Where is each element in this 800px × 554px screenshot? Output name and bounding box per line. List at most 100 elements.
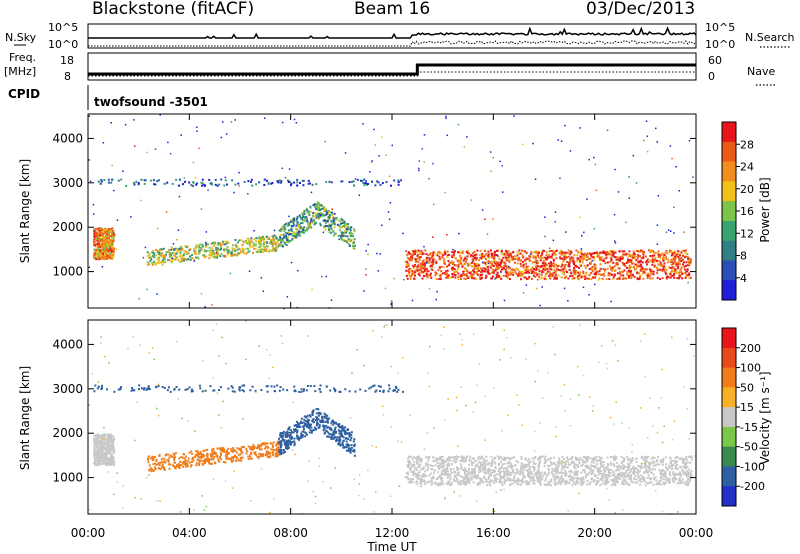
data-cell — [271, 182, 274, 184]
data-cell — [222, 254, 225, 257]
noise-cell — [692, 176, 694, 178]
data-cell — [255, 250, 258, 253]
data-cell — [245, 452, 248, 455]
data-cell — [632, 256, 635, 259]
data-cell — [100, 246, 103, 249]
data-cell — [653, 265, 656, 268]
data-cell — [100, 227, 103, 230]
nsky-label: N.Sky — [5, 31, 37, 44]
data-cell — [288, 241, 291, 244]
data-cell — [503, 264, 506, 267]
data-cell — [677, 266, 680, 269]
data-cell — [334, 217, 337, 220]
data-cell — [524, 250, 526, 253]
data-cell — [163, 254, 166, 257]
data-cell — [487, 250, 490, 253]
data-cell — [305, 423, 308, 426]
data-cell — [452, 266, 454, 269]
data-cell — [250, 237, 253, 240]
data-cell — [363, 182, 366, 185]
data-cell — [190, 450, 193, 453]
data-cell — [471, 467, 474, 470]
data-cell — [233, 248, 236, 251]
data-cell — [517, 252, 520, 255]
data-cell — [309, 226, 312, 229]
data-cell — [287, 179, 289, 182]
data-cell — [498, 475, 501, 478]
data-cell — [523, 276, 526, 279]
data-cell — [110, 252, 112, 255]
data-cell — [241, 456, 244, 459]
data-cell — [181, 248, 184, 250]
data-cell — [203, 449, 206, 452]
y-tick-label: 2000 — [52, 220, 83, 234]
data-cell — [292, 220, 295, 223]
data-cell — [246, 237, 249, 240]
noise-cell — [116, 219, 119, 221]
data-cell — [304, 217, 307, 220]
data-cell — [562, 471, 564, 474]
data-cell — [552, 250, 555, 253]
data-cell — [144, 179, 147, 182]
data-cell — [199, 243, 202, 246]
data-cell — [457, 275, 460, 278]
data-cell — [635, 460, 638, 463]
data-cell — [194, 256, 197, 259]
data-cell — [94, 458, 97, 461]
noise-cell — [617, 191, 620, 193]
data-cell — [95, 457, 98, 460]
data-cell — [621, 250, 624, 253]
data-cell — [101, 234, 104, 237]
data-cell — [241, 446, 244, 448]
data-cell — [193, 249, 196, 252]
data-cell — [603, 251, 606, 254]
noise-cell — [200, 293, 203, 295]
data-cell — [265, 235, 268, 238]
nsky-tick-top: 10^5 — [48, 21, 78, 34]
data-cell — [565, 269, 567, 272]
data-cell — [110, 454, 113, 457]
data-cell — [547, 464, 549, 467]
data-cell — [338, 436, 341, 439]
data-cell — [467, 249, 470, 252]
data-cell — [503, 268, 506, 271]
data-cell — [171, 252, 174, 255]
data-cell — [428, 261, 431, 264]
data-cell — [680, 260, 683, 262]
data-cell — [310, 430, 313, 432]
data-cell — [415, 260, 418, 262]
data-cell — [176, 463, 179, 466]
data-cell — [628, 250, 631, 253]
data-cell — [256, 447, 258, 450]
data-cell — [97, 447, 100, 449]
noise-cell — [554, 221, 556, 223]
data-cell — [533, 251, 536, 254]
data-cell — [594, 275, 597, 278]
data-cell — [343, 238, 346, 241]
data-cell — [538, 256, 541, 259]
data-cell — [661, 252, 664, 255]
noise-cell — [446, 233, 448, 236]
data-cell — [522, 256, 525, 259]
data-cell — [564, 253, 567, 256]
data-cell — [610, 250, 613, 253]
data-cell — [471, 265, 473, 268]
data-cell — [522, 263, 525, 266]
data-cell — [179, 254, 182, 257]
data-cell — [540, 253, 543, 256]
data-cell — [647, 474, 650, 477]
data-cell — [246, 242, 249, 245]
data-cell — [586, 255, 589, 258]
data-cell — [663, 262, 666, 265]
data-cell — [334, 232, 337, 235]
data-cell — [451, 269, 454, 272]
data-cell — [217, 458, 220, 461]
data-cell — [200, 453, 203, 456]
data-cell — [615, 263, 618, 266]
data-cell — [569, 259, 572, 262]
data-cell — [178, 457, 181, 460]
data-cell — [96, 252, 99, 255]
data-cell — [99, 239, 101, 242]
data-cell — [591, 276, 594, 279]
data-cell — [196, 453, 199, 456]
